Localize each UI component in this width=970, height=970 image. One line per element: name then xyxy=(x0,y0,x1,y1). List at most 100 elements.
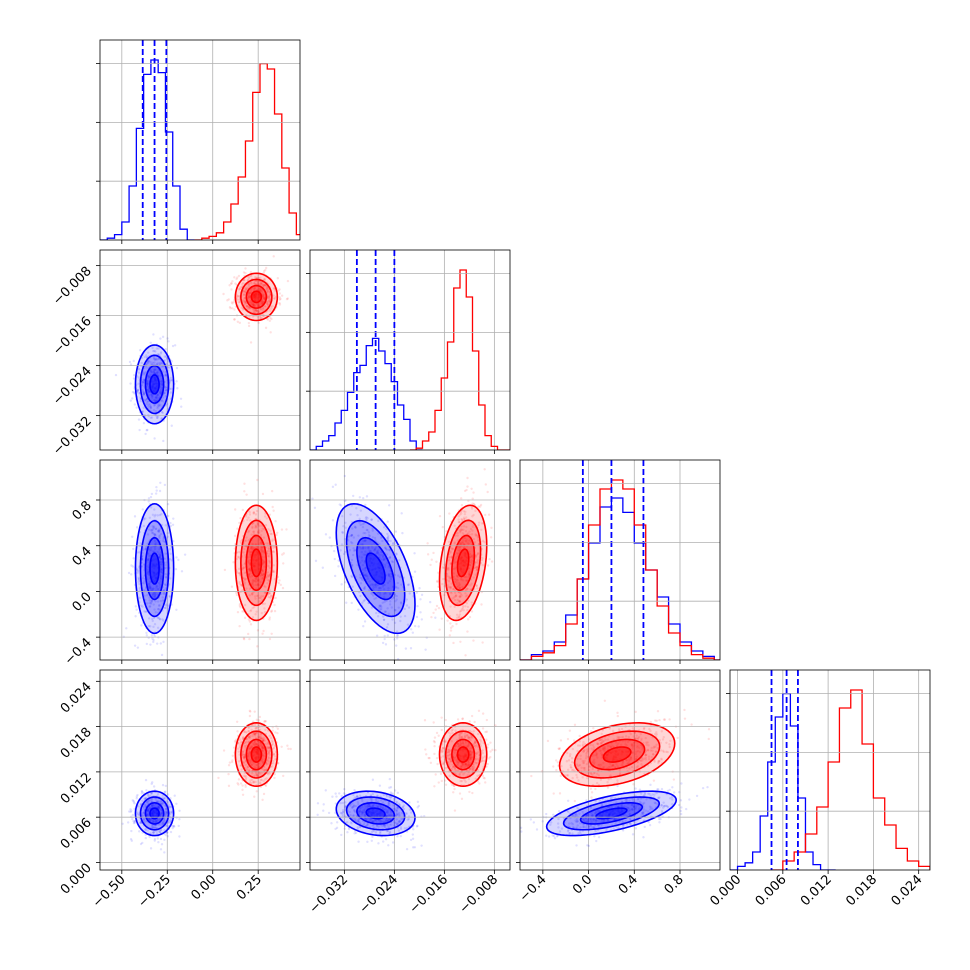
scatter-point xyxy=(155,387,158,391)
scatter-point xyxy=(459,592,462,595)
scatter-point xyxy=(249,710,252,713)
scatter-point xyxy=(142,588,146,592)
scatter-point xyxy=(146,594,149,597)
scatter-point xyxy=(149,643,152,646)
scatter-point xyxy=(372,587,375,591)
scatter-point xyxy=(162,589,165,592)
scatter-point xyxy=(247,305,251,309)
scatter-point xyxy=(362,539,365,543)
scatter-point xyxy=(146,389,150,392)
scatter-point xyxy=(464,579,468,582)
scatter-point xyxy=(357,534,360,537)
scatter-point xyxy=(145,429,148,432)
scatter-point xyxy=(154,386,157,390)
scatter-point xyxy=(156,406,159,410)
scatter-point xyxy=(271,538,274,541)
scatter-point xyxy=(248,307,251,310)
scatter-point xyxy=(473,541,477,544)
scatter-point xyxy=(490,560,494,563)
scatter-point xyxy=(150,826,154,829)
scatter-point xyxy=(465,525,468,529)
scatter-point xyxy=(153,563,156,566)
scatter-point xyxy=(145,813,149,817)
scatter-point xyxy=(457,616,461,619)
scatter-point xyxy=(254,299,257,303)
scatter-point xyxy=(250,282,253,285)
scatter-point xyxy=(490,526,493,530)
scatter-point xyxy=(350,533,354,537)
scatter-point xyxy=(251,302,254,305)
scatter-point xyxy=(429,600,432,604)
scatter-point xyxy=(142,392,145,396)
scatter-point xyxy=(237,274,241,278)
scatter-point xyxy=(382,583,385,587)
scatter-point xyxy=(153,404,156,407)
scatter-point xyxy=(137,577,141,580)
scatter-point xyxy=(253,569,256,572)
scatter-point xyxy=(386,561,389,565)
scatter-point xyxy=(129,810,132,814)
scatter-point xyxy=(136,793,139,797)
scatter-point xyxy=(164,404,168,407)
scatter-point xyxy=(156,585,159,588)
scatter-point xyxy=(371,536,375,539)
scatter-point xyxy=(261,294,265,298)
scatter-point xyxy=(388,579,391,583)
scatter-point xyxy=(251,579,254,582)
scatter-point xyxy=(178,835,181,838)
scatter-point xyxy=(160,379,163,383)
scatter-point xyxy=(405,847,409,851)
scatter-point xyxy=(152,349,155,353)
scatter-point xyxy=(254,553,258,556)
scatter-point xyxy=(412,828,415,831)
scatter-point xyxy=(158,528,161,531)
scatter-point xyxy=(256,276,259,280)
scatter-point xyxy=(146,565,149,568)
scatter-point xyxy=(386,634,390,637)
scatter-point xyxy=(156,626,160,630)
scatter-point xyxy=(267,554,270,558)
scatter-point xyxy=(148,818,152,821)
scatter-point xyxy=(151,637,154,640)
scatter-point xyxy=(383,546,387,549)
scatter-point xyxy=(458,548,462,552)
scatter-point xyxy=(252,584,255,587)
scatter-point xyxy=(153,566,156,570)
scatter-point xyxy=(159,351,163,354)
scatter-point xyxy=(164,606,167,609)
scatter-point xyxy=(449,629,453,632)
scatter-point xyxy=(396,637,399,640)
scatter-point xyxy=(264,585,267,589)
scatter-point xyxy=(261,284,265,287)
panel-content xyxy=(310,250,510,450)
scatter-point xyxy=(144,610,147,614)
scatter-point xyxy=(371,568,375,571)
scatter-point xyxy=(138,392,141,395)
scatter-point xyxy=(476,552,480,555)
scatter-point xyxy=(481,712,485,715)
scatter-point xyxy=(152,389,156,393)
scatter-point xyxy=(460,556,464,559)
scatter-point xyxy=(264,268,267,272)
scatter-point xyxy=(159,389,162,393)
scatter-point xyxy=(152,571,156,574)
scatter-point xyxy=(146,383,149,386)
scatter-point xyxy=(393,592,396,596)
scatter-point xyxy=(463,512,467,516)
scatter-point xyxy=(159,577,162,581)
histogram-panel-2 xyxy=(516,459,721,664)
scatter-point xyxy=(148,596,151,599)
scatter-point xyxy=(376,551,379,554)
scatter-point xyxy=(276,727,280,730)
scatter-point xyxy=(381,577,385,580)
scatter-point xyxy=(162,537,165,540)
scatter-point xyxy=(149,847,153,850)
scatter-point xyxy=(241,793,245,796)
scatter-point xyxy=(393,609,397,612)
scatter-point xyxy=(282,562,285,565)
scatter-point xyxy=(154,797,158,800)
scatter-point xyxy=(147,359,151,363)
scatter-point xyxy=(458,520,461,524)
scatter-point xyxy=(250,547,253,550)
scatter-point xyxy=(469,555,472,558)
